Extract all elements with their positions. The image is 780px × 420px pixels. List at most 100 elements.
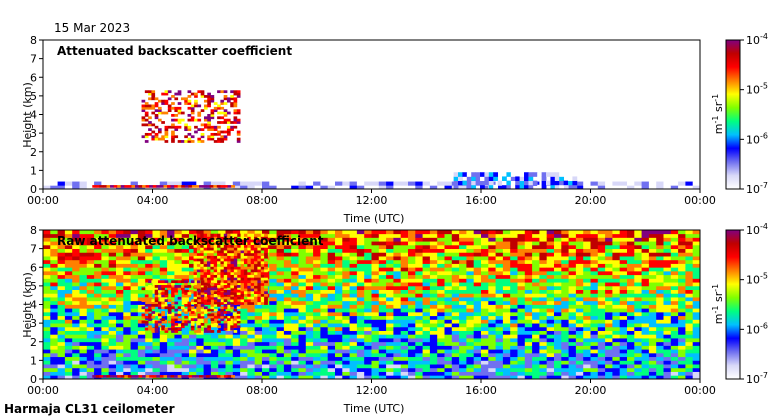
- heatmap-cell: [532, 323, 540, 328]
- heatmap-cell: [247, 290, 252, 295]
- heatmap-cell: [400, 263, 409, 268]
- heatmap-cell: [86, 278, 95, 283]
- heatmap-cell: [466, 349, 475, 354]
- heatmap-cell: [101, 304, 110, 309]
- heatmap-cell: [79, 352, 88, 358]
- heatmap-cell: [101, 244, 110, 250]
- heatmap-cell: [223, 97, 228, 101]
- heatmap-cell: [159, 256, 168, 261]
- heatmap-cell: [605, 233, 613, 238]
- heatmap-cell: [393, 248, 402, 253]
- heatmap-cell: [161, 287, 165, 291]
- heatmap-cell: [250, 241, 255, 246]
- heatmap-cell: [237, 241, 241, 246]
- heatmap-cell: [356, 181, 365, 186]
- heatmap-cell: [444, 289, 453, 294]
- heatmap-cell: [196, 247, 201, 251]
- heatmap-cell: [495, 248, 504, 253]
- heatmap-cell: [269, 345, 277, 350]
- heatmap-cell: [685, 259, 694, 264]
- heatmap-cell: [233, 102, 238, 105]
- heatmap-cell: [554, 256, 562, 261]
- heatmap-cell: [502, 244, 511, 250]
- heatmap-cell: [488, 323, 496, 328]
- heatmap-cell: [167, 299, 172, 303]
- heatmap-cell: [619, 293, 628, 298]
- heatmap-cell: [356, 367, 365, 372]
- heatmap-cell: [94, 334, 102, 339]
- heatmap-cell: [200, 244, 205, 248]
- heatmap-cell: [137, 248, 146, 253]
- heatmap-cell: [692, 315, 701, 320]
- heatmap-cell: [254, 375, 263, 380]
- heatmap-cell: [539, 341, 548, 346]
- heatmap-cell: [554, 252, 562, 257]
- heatmap-cell: [181, 367, 190, 372]
- heatmap-cell: [254, 308, 263, 313]
- heatmap-cell: [619, 270, 628, 276]
- heatmap-cell: [466, 180, 472, 186]
- heatmap-cell: [641, 375, 650, 380]
- heatmap-cell: [137, 334, 146, 339]
- heatmap-cell: [250, 266, 255, 270]
- heatmap-cell: [459, 367, 467, 372]
- heatmap-cell: [200, 95, 205, 98]
- heatmap-cell: [656, 341, 664, 346]
- heatmap-cell: [583, 241, 591, 246]
- heatmap-cell: [237, 233, 241, 237]
- heatmap-cell: [422, 323, 431, 328]
- heatmap-cell: [123, 356, 131, 361]
- heatmap-cell: [634, 270, 642, 276]
- heatmap-cell: [148, 121, 152, 124]
- heatmap-cell: [187, 320, 192, 324]
- heatmap-cell: [167, 282, 175, 287]
- heatmap-cell: [157, 320, 162, 324]
- heatmap-cell: [612, 278, 621, 283]
- heatmap-cell: [50, 352, 58, 358]
- heatmap-cell: [210, 135, 215, 139]
- heatmap-cell: [262, 345, 270, 350]
- heatmap-cell: [218, 371, 226, 376]
- heatmap-cell: [444, 356, 453, 361]
- heatmap-cell: [137, 341, 146, 346]
- heatmap-cell: [327, 311, 336, 317]
- heatmap-cell: [203, 299, 208, 303]
- heatmap-cell: [532, 315, 540, 320]
- heatmap-cell: [137, 356, 146, 361]
- heatmap-cell: [466, 230, 475, 235]
- heatmap-cell: [247, 367, 256, 372]
- heatmap-cell: [685, 319, 694, 324]
- heatmap-cell: [240, 326, 248, 331]
- heatmap-cell: [226, 130, 231, 134]
- heatmap-cell: [305, 248, 314, 253]
- heatmap-cell: [269, 274, 277, 279]
- heatmap-cell: [260, 285, 265, 289]
- heatmap-cell: [619, 289, 628, 294]
- heatmap-cell: [50, 289, 58, 294]
- heatmap-cell: [151, 130, 156, 134]
- heatmap-cell: [400, 311, 409, 317]
- heatmap-cell: [217, 111, 221, 115]
- heatmap-cell: [356, 241, 365, 246]
- heatmap-cell: [283, 311, 292, 317]
- heatmap-cell: [502, 256, 511, 261]
- heatmap-cell: [692, 330, 701, 335]
- heatmap-cell: [64, 278, 73, 283]
- heatmap-cell: [320, 289, 329, 294]
- heatmap-cell: [481, 364, 489, 369]
- heatmap-cell: [220, 252, 225, 256]
- heatmap-cell: [335, 293, 343, 298]
- heatmap-cell: [327, 248, 336, 253]
- heatmap-cell: [220, 269, 225, 273]
- heatmap-cell: [364, 371, 372, 376]
- heatmap-cell: [94, 256, 102, 261]
- heatmap-cell: [203, 239, 208, 243]
- heatmap-cell: [437, 349, 445, 354]
- heatmap-cell: [79, 293, 88, 298]
- heatmap-cell: [187, 292, 192, 295]
- heatmap-cell: [193, 255, 198, 259]
- heatmap-cell: [137, 300, 146, 305]
- heatmap-cell: [94, 364, 102, 369]
- heatmap-cell: [43, 252, 51, 257]
- heatmap-cell: [488, 338, 496, 343]
